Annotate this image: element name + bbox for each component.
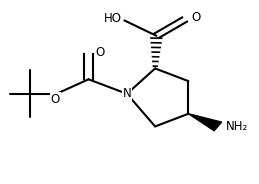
Polygon shape: [189, 114, 222, 131]
Text: NH₂: NH₂: [226, 120, 248, 133]
Text: HO: HO: [104, 12, 122, 25]
Text: O: O: [95, 46, 105, 59]
Text: O: O: [191, 11, 201, 24]
Text: O: O: [51, 93, 60, 106]
Text: N: N: [123, 87, 131, 100]
